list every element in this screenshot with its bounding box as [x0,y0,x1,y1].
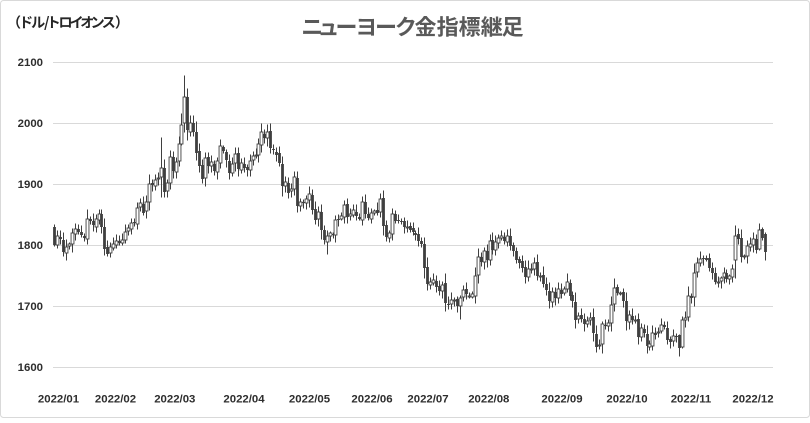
svg-text:2022/11: 2022/11 [671,394,712,406]
svg-text:2022/03: 2022/03 [154,394,195,406]
svg-text:2022/07: 2022/07 [407,394,448,406]
svg-text:2022/05: 2022/05 [289,394,331,406]
svg-text:2022/01: 2022/01 [38,394,80,406]
svg-text:2022/12: 2022/12 [732,394,773,406]
svg-text:2022/10: 2022/10 [606,394,647,406]
svg-text:1800: 1800 [18,240,43,252]
svg-text:2000: 2000 [18,118,43,130]
svg-text:2022/06: 2022/06 [351,394,392,406]
svg-text:2022/04: 2022/04 [223,394,265,406]
svg-text:2022/02: 2022/02 [95,394,136,406]
svg-text:1700: 1700 [18,301,43,313]
svg-text:2022/08: 2022/08 [468,394,509,406]
svg-text:1900: 1900 [18,179,43,191]
svg-text:2022/09: 2022/09 [541,394,582,406]
svg-text:1600: 1600 [18,362,43,374]
svg-text:2100: 2100 [18,57,43,69]
